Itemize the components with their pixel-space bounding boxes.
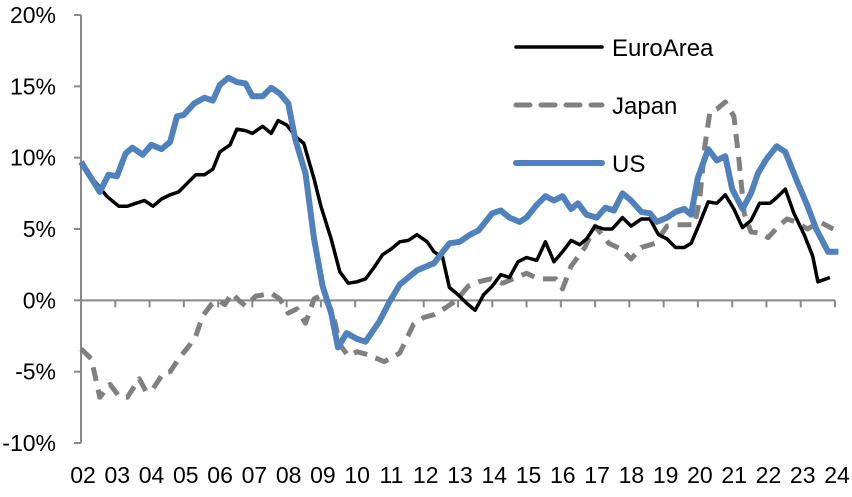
x-tick-label: 03 [104, 462, 130, 488]
y-tick-label: 5% [23, 216, 56, 242]
x-tick-label: 19 [653, 462, 679, 488]
series-line-euroarea [79, 118, 831, 313]
legend-label-japan: Japan [612, 93, 677, 120]
series-lines [78, 74, 839, 400]
x-tick-label: 13 [447, 462, 473, 488]
x-tick-label: 11 [380, 462, 404, 488]
x-tick-label: 20 [687, 462, 713, 488]
y-tick-label: -10% [2, 430, 56, 456]
y-axis-labels: -10% -5% 0% 5% 10% 15% 20% [2, 2, 56, 456]
x-tick-label: 15 [516, 462, 542, 488]
series-line-us [78, 74, 839, 351]
x-axis-labels: 02 03 04 05 06 07 08 09 10 11 12 13 14 15 16 17 18 19 20 21… [70, 462, 850, 488]
x-tick-label: 14 [481, 462, 507, 488]
x-tick-label: 23 [790, 462, 816, 488]
legend-label-euroarea: EuroArea [612, 35, 714, 62]
y-tick-label: 20% [10, 2, 56, 28]
legend-label-us: US [612, 151, 645, 178]
axes [74, 14, 836, 444]
x-tick-label: 21 [721, 462, 747, 488]
x-tick-label: 09 [310, 462, 336, 488]
series-line-japan [79, 99, 835, 400]
x-tick-label: 08 [276, 462, 302, 488]
x-tick-label: 24 [824, 462, 850, 488]
x-tick-label: 04 [139, 462, 165, 488]
x-tick-label: 05 [173, 462, 199, 488]
x-tick-label: 02 [70, 462, 96, 488]
y-tick-label: 10% [10, 145, 56, 171]
legend: EuroArea Japan US [513, 35, 714, 178]
x-tick-label: 10 [344, 462, 370, 488]
x-tick-label: 18 [619, 462, 645, 488]
x-tick-label: 07 [242, 462, 268, 488]
x-tick-label: 06 [207, 462, 233, 488]
x-tick-label: 17 [584, 462, 610, 488]
x-tick-label: 12 [413, 462, 439, 488]
x-tick-label: 22 [756, 462, 782, 488]
x-tick-label: 16 [550, 462, 576, 488]
y-tick-label: 0% [23, 287, 56, 313]
y-tick-label: 15% [10, 73, 56, 99]
y-tick-label: -5% [15, 359, 56, 385]
